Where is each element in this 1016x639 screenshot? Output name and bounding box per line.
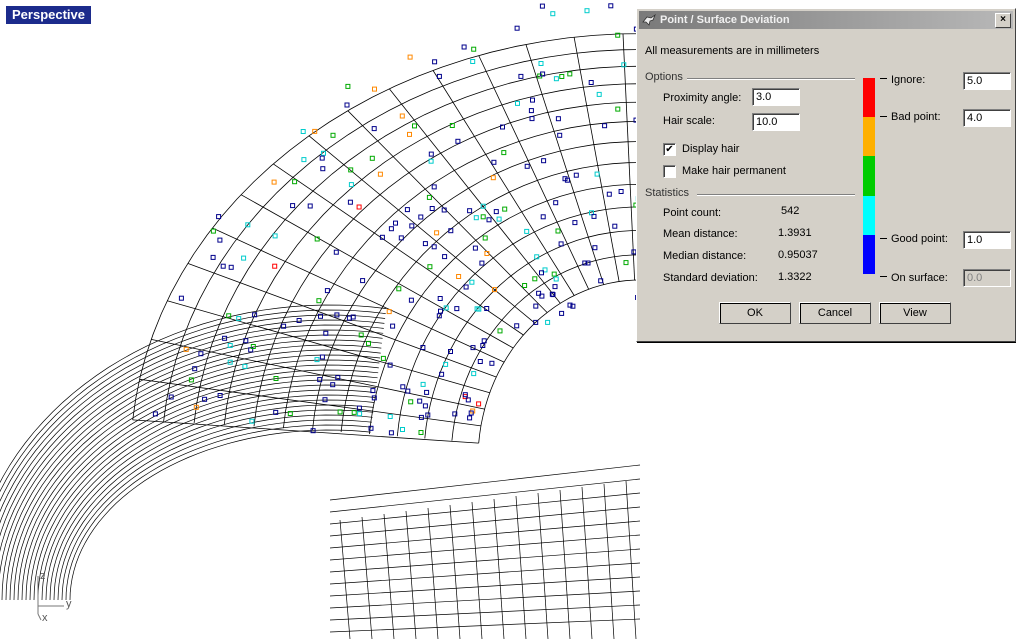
axis-triad-icon: z y x xyxy=(30,568,90,628)
standard-deviation-label: Standard deviation: xyxy=(663,272,758,284)
make-hair-permanent-checkbox[interactable] xyxy=(663,165,676,178)
median-distance-label: Median distance: xyxy=(663,250,747,262)
close-icon[interactable]: × xyxy=(995,13,1011,28)
axis-z-label: z xyxy=(40,570,46,582)
proximity-angle-label: Proximity angle: xyxy=(663,92,742,104)
viewport-label[interactable]: Perspective xyxy=(6,6,91,24)
hair-scale-label: Hair scale: xyxy=(663,115,715,127)
cancel-button[interactable]: Cancel xyxy=(799,302,871,324)
point-count-label: Point count: xyxy=(663,207,722,219)
axis-y-label: y xyxy=(66,598,72,610)
good-point-label: Good point: xyxy=(891,233,948,245)
on-surface-tick xyxy=(880,276,887,277)
good-point-tick xyxy=(880,238,887,239)
color-bar-segment xyxy=(863,117,875,157)
on-surface-label: On surface: xyxy=(891,272,948,284)
statistics-group-header: Statistics xyxy=(645,187,690,199)
options-group-header: Options xyxy=(645,71,683,83)
point-surface-deviation-dialog: Point / Surface Deviation × All measurem… xyxy=(636,8,1016,342)
on-surface-field: 0.0 xyxy=(963,269,1011,287)
rhino-app-icon xyxy=(642,13,656,26)
dialog-titlebar[interactable]: Point / Surface Deviation × xyxy=(639,11,1013,29)
median-distance-value: 0.95037 xyxy=(778,249,818,261)
point-count-value: 542 xyxy=(781,205,800,217)
bad-point-field[interactable]: 4.0 xyxy=(963,109,1011,127)
hair-scale-field[interactable]: 10.0 xyxy=(752,113,800,131)
checkmark-icon: ✔ xyxy=(665,144,674,155)
bad-point-label: Bad point: xyxy=(891,111,941,123)
ignore-tick xyxy=(880,78,887,79)
ignore-label: Ignore: xyxy=(891,74,926,86)
color-bar-segment xyxy=(863,195,875,235)
standard-deviation-value: 1.3322 xyxy=(778,271,812,283)
make-hair-permanent-label[interactable]: Make hair permanent xyxy=(682,165,786,177)
units-note: All measurements are in millimeters xyxy=(645,45,820,57)
bad-point-tick xyxy=(880,116,887,117)
dialog-title: Point / Surface Deviation xyxy=(660,14,790,26)
display-hair-checkbox[interactable]: ✔ xyxy=(663,143,676,156)
axis-x-label: x xyxy=(42,612,48,624)
color-bar-segment xyxy=(863,78,875,118)
ok-button[interactable]: OK xyxy=(719,302,791,324)
mean-distance-value: 1.3931 xyxy=(778,227,812,239)
options-divider xyxy=(687,78,855,80)
display-hair-label[interactable]: Display hair xyxy=(682,143,740,155)
color-bar-segment xyxy=(863,234,875,274)
good-point-field[interactable]: 1.0 xyxy=(963,231,1011,249)
proximity-angle-field[interactable]: 3.0 xyxy=(752,88,800,106)
mean-distance-label: Mean distance: xyxy=(663,228,738,240)
statistics-divider xyxy=(697,194,855,196)
view-button[interactable]: View xyxy=(879,302,951,324)
color-bar-segment xyxy=(863,156,875,196)
deviation-color-bar xyxy=(863,78,875,274)
ignore-field[interactable]: 5.0 xyxy=(963,72,1011,90)
